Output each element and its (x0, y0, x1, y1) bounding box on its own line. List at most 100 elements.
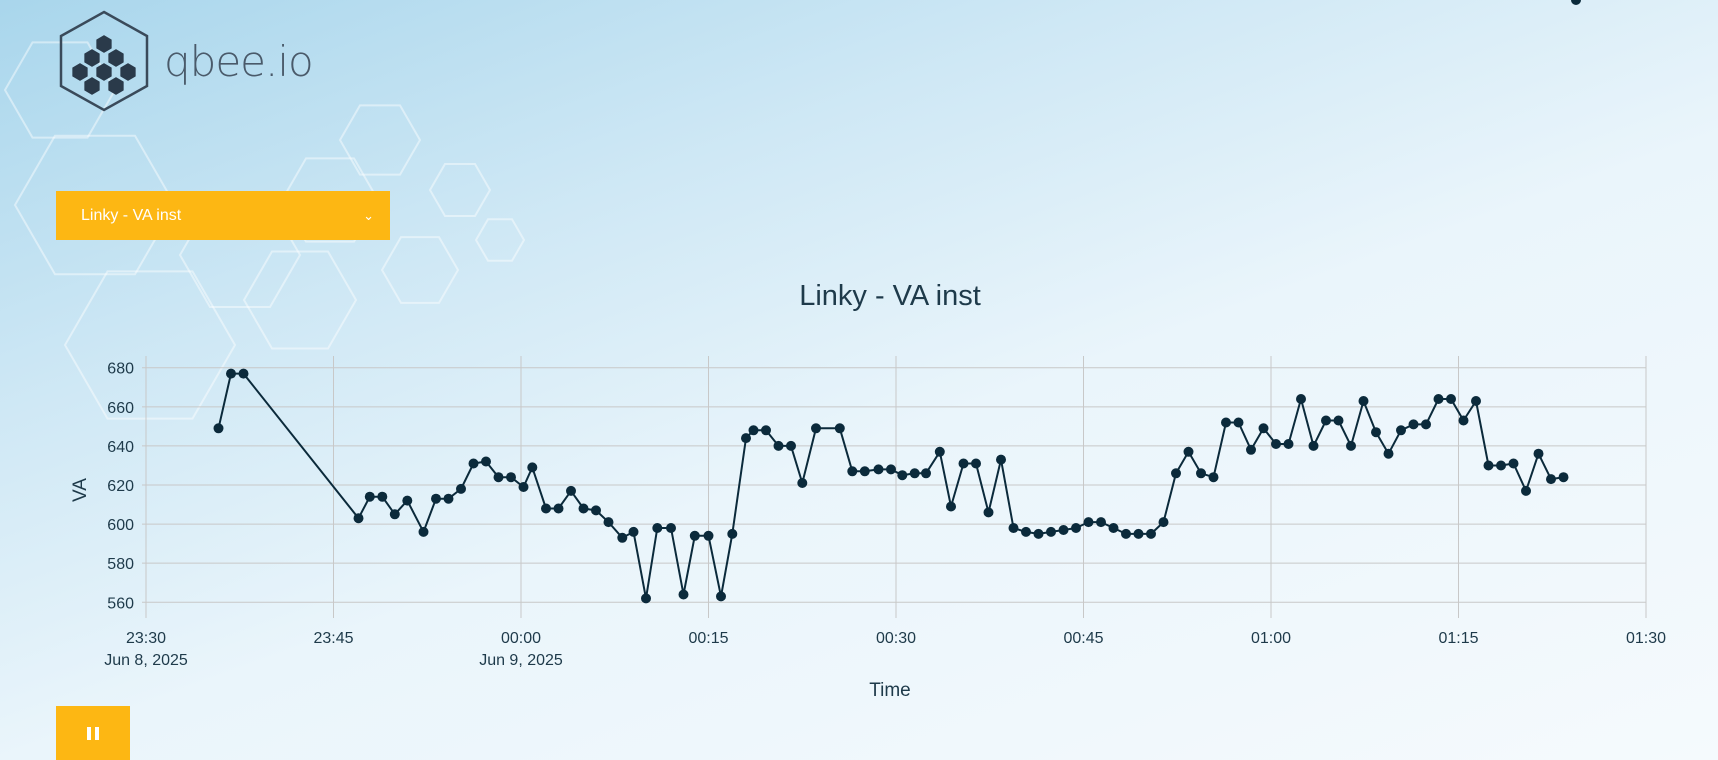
data-point[interactable] (239, 369, 249, 379)
data-point[interactable] (1534, 449, 1544, 459)
data-point[interactable] (727, 529, 737, 539)
data-point[interactable] (847, 466, 857, 476)
data-point[interactable] (1421, 419, 1431, 429)
data-point[interactable] (996, 455, 1006, 465)
data-point[interactable] (811, 423, 821, 433)
data-point[interactable] (1571, 0, 1581, 5)
data-point[interactable] (617, 533, 627, 543)
data-point[interactable] (226, 369, 236, 379)
data-point[interactable] (1359, 396, 1369, 406)
data-point[interactable] (1384, 449, 1394, 459)
data-point[interactable] (1134, 529, 1144, 539)
data-point[interactable] (354, 513, 364, 523)
data-point[interactable] (1221, 418, 1231, 428)
data-point[interactable] (1121, 529, 1131, 539)
data-point[interactable] (527, 462, 537, 472)
data-point[interactable] (1271, 439, 1281, 449)
data-point[interactable] (1309, 441, 1319, 451)
data-point[interactable] (1259, 423, 1269, 433)
data-point[interactable] (1371, 427, 1381, 437)
data-point[interactable] (774, 441, 784, 451)
data-point[interactable] (1009, 523, 1019, 533)
data-point[interactable] (444, 494, 454, 504)
data-point[interactable] (1234, 418, 1244, 428)
data-point[interactable] (959, 459, 969, 469)
data-point[interactable] (591, 505, 601, 515)
data-point[interactable] (214, 423, 224, 433)
data-point[interactable] (1334, 416, 1344, 426)
data-point[interactable] (469, 459, 479, 469)
data-point[interactable] (1246, 445, 1256, 455)
data-point[interactable] (1071, 523, 1081, 533)
data-point[interactable] (1396, 425, 1406, 435)
data-point[interactable] (1409, 419, 1419, 429)
data-point[interactable] (1284, 439, 1294, 449)
data-point[interactable] (786, 441, 796, 451)
pause-button[interactable] (56, 706, 130, 760)
data-point[interactable] (741, 433, 751, 443)
data-point[interactable] (390, 509, 400, 519)
data-point[interactable] (860, 466, 870, 476)
data-point[interactable] (1046, 527, 1056, 537)
data-point[interactable] (921, 468, 931, 478)
data-point[interactable] (652, 523, 662, 533)
data-point[interactable] (1546, 474, 1556, 484)
data-point[interactable] (1459, 416, 1469, 426)
data-point[interactable] (1559, 472, 1569, 482)
data-point[interactable] (402, 496, 412, 506)
data-point[interactable] (761, 425, 771, 435)
data-point[interactable] (456, 484, 466, 494)
data-point[interactable] (579, 504, 589, 514)
data-point[interactable] (1209, 472, 1219, 482)
data-point[interactable] (519, 482, 529, 492)
data-point[interactable] (431, 494, 441, 504)
data-point[interactable] (1509, 459, 1519, 469)
data-point[interactable] (494, 472, 504, 482)
data-point[interactable] (1321, 416, 1331, 426)
data-point[interactable] (874, 464, 884, 474)
data-point[interactable] (377, 492, 387, 502)
data-point[interactable] (1434, 394, 1444, 404)
data-point[interactable] (716, 591, 726, 601)
data-point[interactable] (1521, 486, 1531, 496)
data-point[interactable] (910, 468, 920, 478)
data-point[interactable] (971, 459, 981, 469)
data-point[interactable] (1146, 529, 1156, 539)
data-point[interactable] (1446, 394, 1456, 404)
data-point[interactable] (1496, 461, 1506, 471)
data-point[interactable] (1471, 396, 1481, 406)
data-point[interactable] (897, 470, 907, 480)
data-point[interactable] (365, 492, 375, 502)
data-point[interactable] (679, 590, 689, 600)
data-point[interactable] (1021, 527, 1031, 537)
data-point[interactable] (604, 517, 614, 527)
data-point[interactable] (641, 593, 651, 603)
data-point[interactable] (419, 527, 429, 537)
data-point[interactable] (835, 423, 845, 433)
data-point[interactable] (1096, 517, 1106, 527)
data-point[interactable] (554, 504, 564, 514)
data-point[interactable] (1196, 468, 1206, 478)
data-point[interactable] (541, 504, 551, 514)
data-point[interactable] (481, 457, 491, 467)
data-point[interactable] (946, 502, 956, 512)
data-point[interactable] (1346, 441, 1356, 451)
data-point[interactable] (1159, 517, 1169, 527)
data-point[interactable] (797, 478, 807, 488)
data-point[interactable] (1034, 529, 1044, 539)
data-point[interactable] (886, 464, 896, 474)
data-point[interactable] (935, 447, 945, 457)
data-point[interactable] (984, 507, 994, 517)
data-point[interactable] (506, 472, 516, 482)
data-point[interactable] (629, 527, 639, 537)
data-point[interactable] (704, 531, 714, 541)
data-point[interactable] (1484, 461, 1494, 471)
data-point[interactable] (1059, 525, 1069, 535)
data-point[interactable] (1171, 468, 1181, 478)
data-point[interactable] (566, 486, 576, 496)
data-point[interactable] (749, 425, 759, 435)
data-point[interactable] (1084, 517, 1094, 527)
data-point[interactable] (1296, 394, 1306, 404)
data-point[interactable] (666, 523, 676, 533)
data-point[interactable] (1184, 447, 1194, 457)
